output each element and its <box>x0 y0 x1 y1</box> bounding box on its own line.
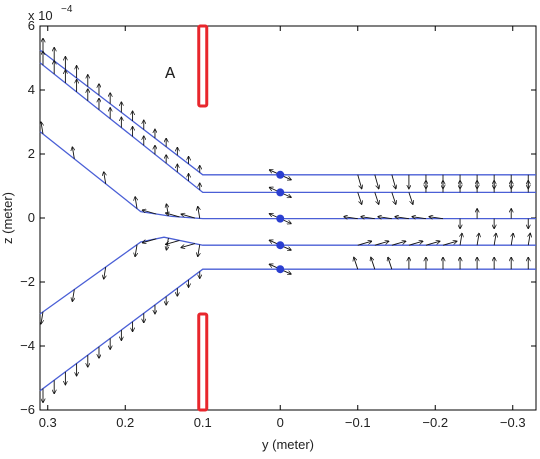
force-arrows <box>41 38 530 402</box>
force-arrow <box>142 238 157 243</box>
force-arrow <box>408 241 423 246</box>
bead-marker <box>276 241 285 250</box>
y-tick-label: −4 <box>20 338 35 353</box>
force-arrow <box>142 210 157 215</box>
x-tick-label: 0 <box>277 415 284 430</box>
annotation-A: A <box>165 65 176 84</box>
force-arrow <box>371 257 376 270</box>
force-arrow <box>429 217 444 219</box>
force-arrow <box>135 197 137 209</box>
x-tick-label: 0.3 <box>39 415 57 430</box>
x-tick-label: −0.1 <box>345 415 371 430</box>
force-arrow <box>460 233 462 246</box>
force-arrow <box>198 244 200 257</box>
x-tick-labels: 0.3 0.2 0.1 0 −0.1 −0.2 −0.3 <box>39 415 526 430</box>
trajectory-line <box>39 62 536 194</box>
aperture-plates <box>197 24 209 412</box>
force-arrow <box>135 244 137 257</box>
force-arrow <box>41 122 43 135</box>
force-arrow <box>357 241 372 246</box>
bead-marker <box>276 265 285 274</box>
aperture-plate <box>197 312 209 412</box>
x-tick-label: 0.2 <box>116 415 134 430</box>
force-arrow <box>408 192 413 204</box>
force-arrow <box>198 206 200 219</box>
force-arrow <box>378 217 392 219</box>
x-tick-label: −0.2 <box>422 415 448 430</box>
force-arrow <box>344 217 358 219</box>
trajectory-line <box>39 49 536 176</box>
y-tick-label: 0 <box>28 210 35 225</box>
y-exponent-power: −4 <box>61 4 73 15</box>
force-arrow <box>412 217 427 219</box>
force-arrow <box>181 214 196 219</box>
force-arrow <box>104 172 106 184</box>
axis-ticks <box>40 25 536 411</box>
force-arrow <box>374 174 379 189</box>
force-arrow <box>357 174 362 189</box>
force-arrow <box>442 241 457 246</box>
bead-marker <box>276 170 285 179</box>
force-arrow <box>388 257 393 270</box>
bead-marker <box>276 188 285 197</box>
bead-markers <box>276 170 285 274</box>
force-arrow <box>72 147 74 159</box>
force-arrow <box>361 217 375 219</box>
force-arrow <box>181 243 196 248</box>
trajectory-series <box>39 49 536 392</box>
force-arrow <box>354 257 359 270</box>
force-arrow <box>41 311 43 324</box>
y-tick-label: 4 <box>28 82 35 97</box>
y-tick-label: −2 <box>20 274 35 289</box>
force-arrow <box>166 239 180 244</box>
y-tick-label: 2 <box>28 146 35 161</box>
trajectory-line <box>39 236 536 315</box>
y-tick-label: 6 <box>28 18 35 33</box>
force-arrow <box>425 241 440 246</box>
force-arrow <box>494 233 496 246</box>
x-axis-label: y (meter) <box>262 437 314 452</box>
x-tick-label: 0.1 <box>194 415 212 430</box>
force-arrow <box>511 233 513 246</box>
force-arrow <box>528 233 530 246</box>
trajectory-line <box>39 131 536 220</box>
force-arrow <box>166 213 180 218</box>
force-arrow <box>391 174 396 189</box>
x-tick-label: −0.3 <box>500 415 526 430</box>
y-tick-label: −6 <box>20 402 35 417</box>
force-arrow <box>391 241 406 246</box>
force-arrow <box>104 266 106 279</box>
force-arrow <box>477 233 479 246</box>
trajectory-line <box>39 268 536 392</box>
force-arrow <box>357 192 362 204</box>
force-arrow <box>374 241 389 246</box>
force-arrow <box>374 192 379 204</box>
y-exponent-base: x 10 <box>28 8 53 23</box>
y-axis-label: z (meter) <box>0 192 15 244</box>
force-arrow <box>72 289 74 301</box>
y-tick-labels: 6 4 2 0 −2 −4 −6 <box>20 18 35 417</box>
aperture-plate <box>197 24 209 108</box>
bead-marker <box>276 214 285 223</box>
force-arrow <box>395 217 409 219</box>
force-arrow <box>391 192 396 204</box>
